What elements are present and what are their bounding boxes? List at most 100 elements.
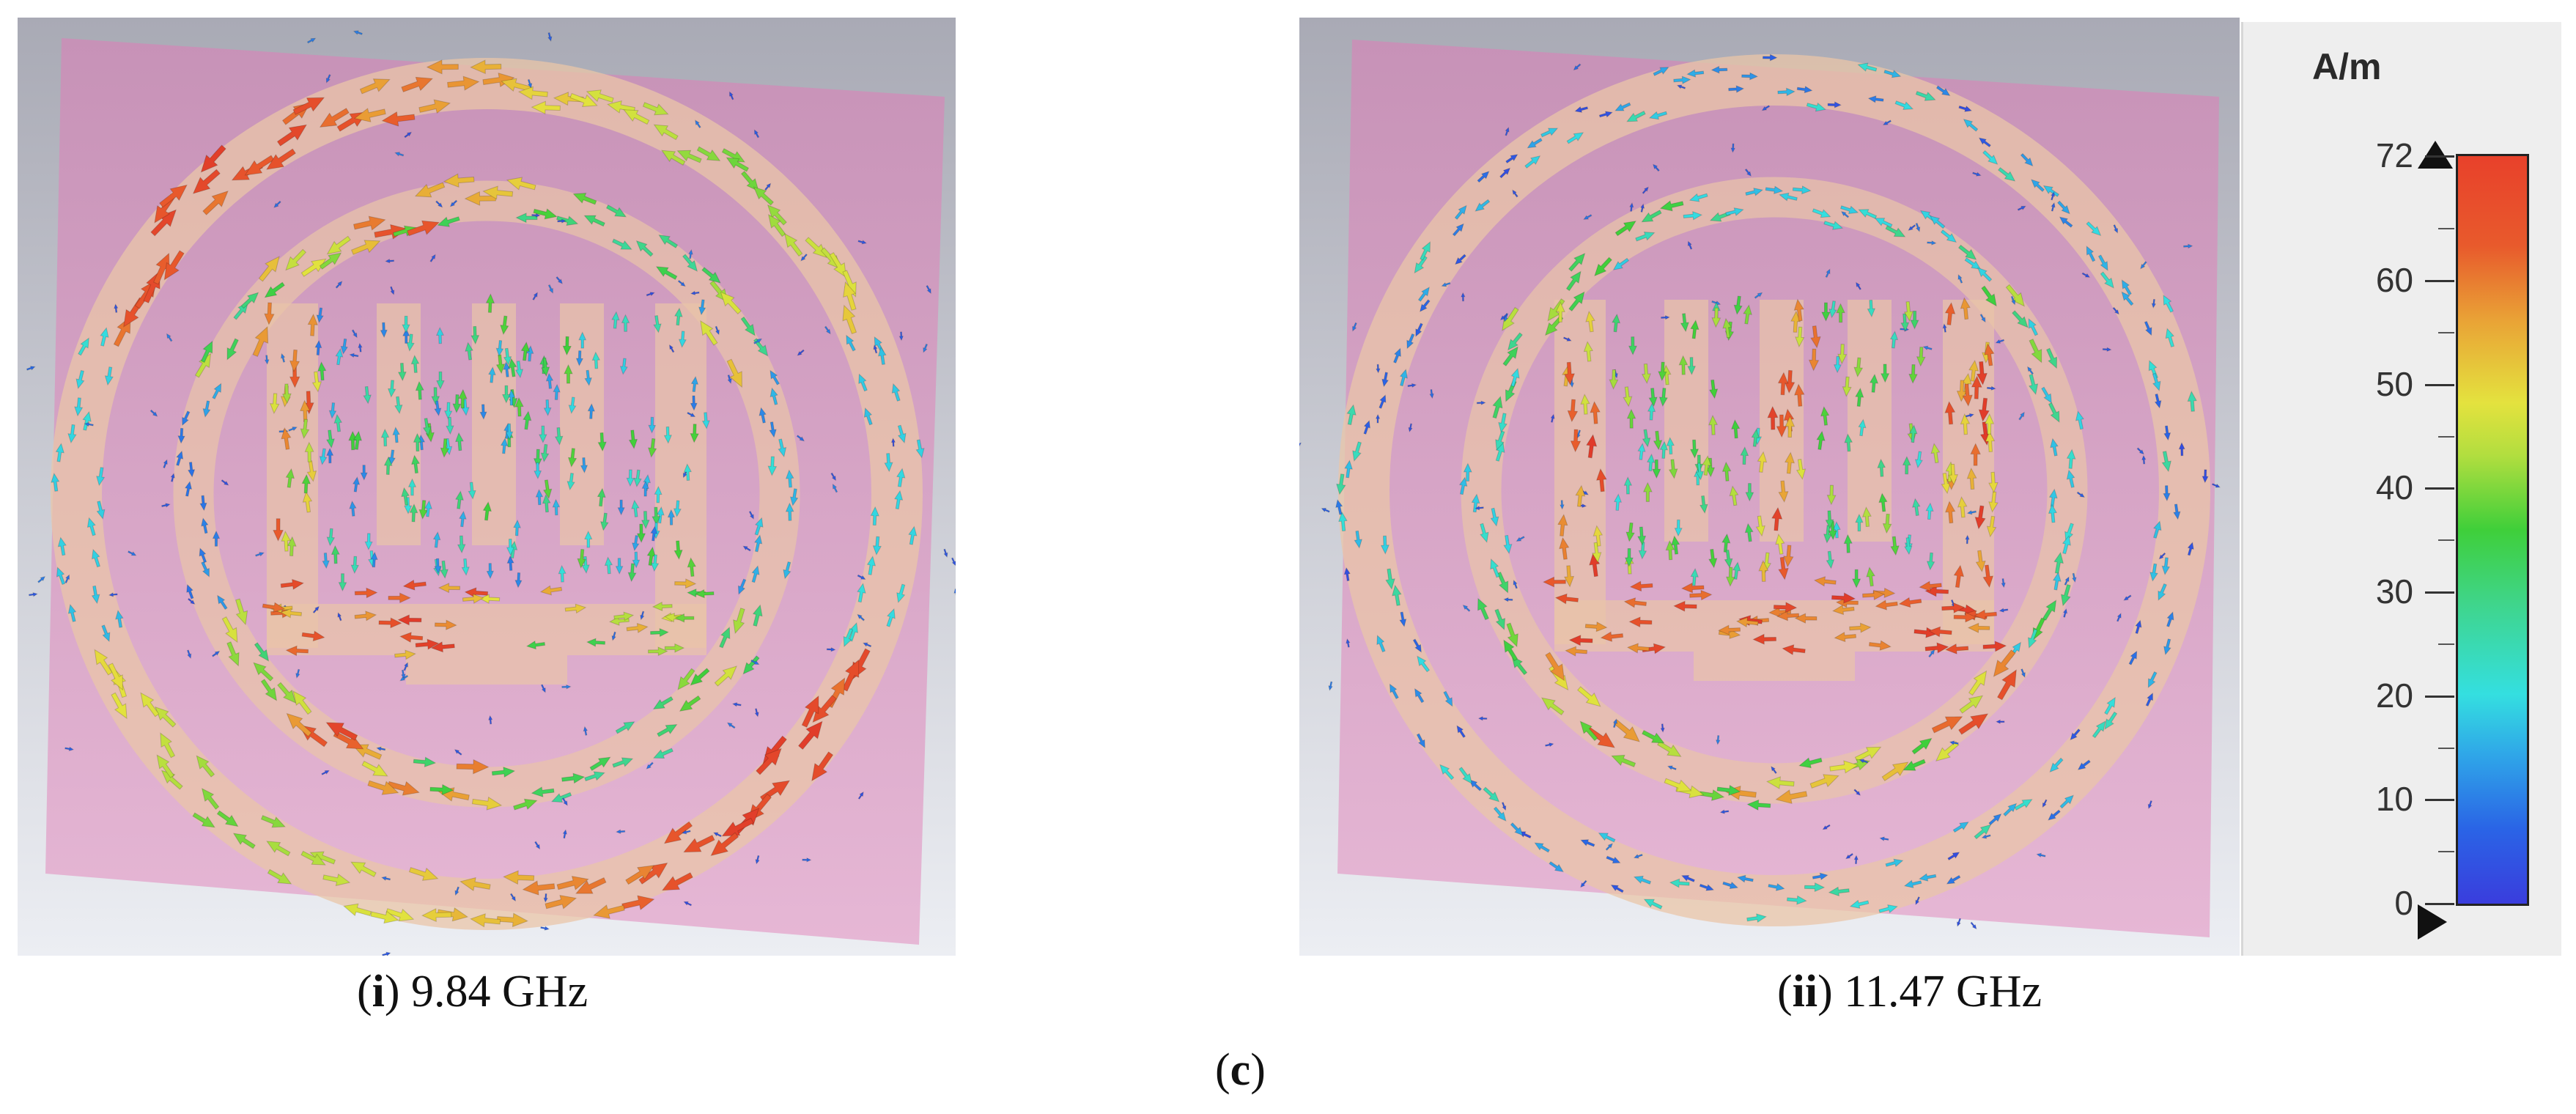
current-arrow [1885,225,1906,237]
current-arrow [1503,534,1513,555]
current-arrow [1623,386,1633,407]
current-arrow [1513,579,1518,589]
current-arrow [1844,433,1853,452]
current-arrow [1429,388,1434,399]
current-arrow [1972,171,1982,177]
current-arrow [1725,207,1744,216]
current-arrow [1501,802,1507,811]
current-arrow [690,395,698,411]
current-arrow [1299,442,1302,447]
current-arrow [319,252,342,270]
current-arrow [1524,155,1541,169]
current-arrow [719,627,731,649]
current-arrow [82,410,92,431]
current-arrow [108,663,124,691]
current-arrow [1564,361,1576,386]
current-arrow [322,873,351,887]
current-arrow [1757,451,1768,473]
current-arrow [1735,616,1759,628]
current-arrow [625,865,655,885]
current-arrow [1894,100,1914,110]
current-arrow [1540,128,1559,138]
current-arrow [385,258,395,264]
current-arrow [1343,567,1351,582]
current-arrow [460,877,491,892]
current-arrow [1585,310,1595,333]
legend-major-tick [2425,487,2454,490]
current-arrow [1925,502,1934,520]
current-arrow [2020,152,2034,167]
current-arrow [858,373,868,392]
current-arrow [1566,132,1584,144]
current-arrow [650,627,669,638]
current-arrow [1981,285,1997,307]
current-arrow [91,585,100,605]
current-arrow [1928,649,1935,658]
current-arrow [740,316,756,336]
current-arrow [898,331,904,342]
current-arrow [454,432,464,451]
current-arrow [360,465,368,481]
current-arrow [161,503,171,508]
current-arrow [429,783,454,796]
current-arrow [568,396,577,414]
current-arrow [578,331,587,349]
current-arrow [1612,313,1621,333]
current-arrow [1496,571,1509,594]
current-arrow [556,875,589,890]
current-arrow [1957,244,1977,260]
current-arrow [1855,387,1864,407]
current-arrow [253,662,274,682]
current-arrow [726,722,736,729]
current-arrow [1612,257,1630,270]
current-arrow [500,438,509,454]
current-arrow [363,386,372,405]
current-arrow [1859,759,1869,764]
current-arrow [1882,119,1892,125]
current-arrow [86,517,96,536]
current-arrow [1974,505,1986,530]
current-arrow [681,830,691,835]
current-arrow [1583,341,1594,362]
legend-major-tick [2425,799,2454,802]
current-arrow [496,912,528,928]
current-arrow [349,353,359,358]
current-arrow [2075,410,2084,430]
current-arrow [187,462,196,478]
legend-minor-tick [2438,851,2454,853]
legend-minor-tick [2438,228,2454,230]
current-arrow [1796,86,1813,94]
current-arrow [532,292,538,300]
current-arrow [1833,355,1842,374]
current-arrow [1858,209,1878,219]
current-arrow [660,150,686,166]
current-arrow [1499,313,1508,321]
current-arrow [1946,874,1961,885]
current-arrow [286,712,312,737]
current-arrow [359,78,391,95]
current-arrow [687,411,696,418]
current-arrow [418,99,451,114]
current-arrow [1889,331,1899,349]
current-arrow [364,533,373,550]
current-arrow [280,608,303,619]
legend-major-tick [2425,155,2454,158]
current-arrow [2050,191,2056,201]
current-arrow [535,489,544,506]
current-arrow [2064,576,2070,586]
current-arrow [452,394,462,413]
current-arrow [1502,346,1518,366]
current-arrow [554,427,564,446]
current-arrow [1914,451,1923,469]
current-arrow [94,649,113,676]
current-arrow [607,100,635,114]
current-arrow [742,545,751,552]
current-arrow [1829,760,1859,774]
current-arrow [605,204,627,218]
current-arrow [2104,711,2118,730]
current-arrow [727,374,732,385]
current-arrow [202,190,229,215]
current-arrow [1492,396,1503,419]
current-arrow [1953,611,1977,623]
current-arrow [300,850,326,866]
